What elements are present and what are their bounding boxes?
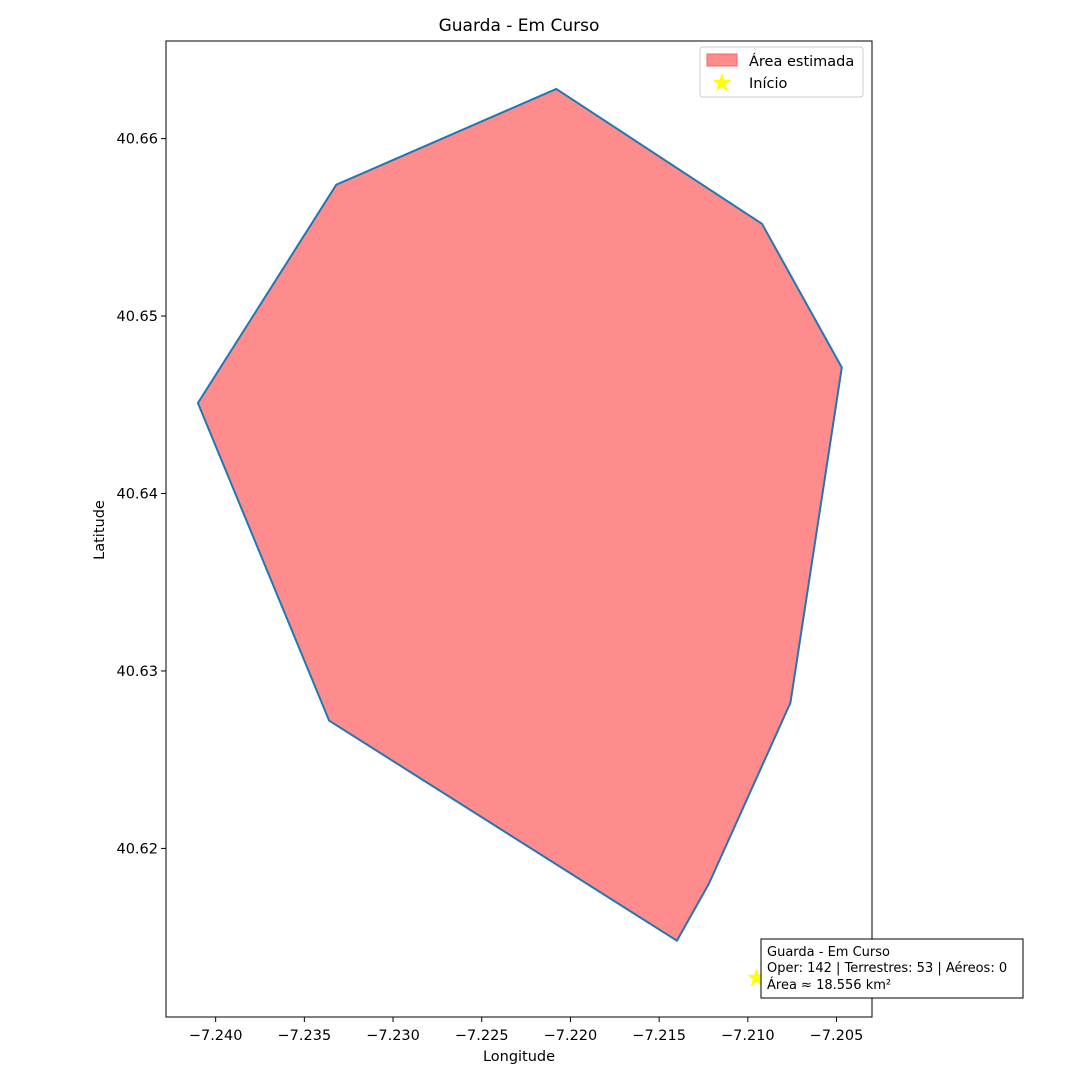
x-tick-label: −7.210 <box>721 1028 775 1044</box>
y-axis-ticks: 40.62 40.63 40.64 40.65 40.66 <box>116 132 166 857</box>
x-tick-label: −7.235 <box>278 1028 332 1044</box>
y-tick-label: 40.63 <box>116 664 158 680</box>
x-tick-label: −7.225 <box>455 1028 509 1044</box>
area-polygon <box>196 87 843 942</box>
chart-title: Guarda - Em Curso <box>439 16 600 36</box>
legend-area-label: Área estimada <box>749 53 854 70</box>
legend: Área estimada Início <box>699 46 864 98</box>
y-tick-label: 40.62 <box>116 841 158 857</box>
info-box-line-1: Guarda - Em Curso <box>767 945 890 960</box>
legend-start-label: Início <box>749 76 787 92</box>
legend-start-star <box>712 73 732 92</box>
info-box-line-2: Oper: 142 | Terrestres: 53 | Aéreos: 0 <box>767 961 1007 976</box>
info-box-line-3: Área ≈ 18.556 km² <box>767 977 891 993</box>
legend-area-swatch <box>706 53 738 67</box>
x-tick-label: −7.220 <box>544 1028 598 1044</box>
x-axis-ticks: −7.240 −7.235 −7.230 −7.225 −7.220 −7.215 −7.2… <box>189 1017 864 1044</box>
start-point-star <box>747 968 767 987</box>
legend-frame <box>699 46 864 98</box>
x-tick-label: −7.205 <box>810 1028 864 1044</box>
plot-area <box>165 40 873 1018</box>
x-tick-label: −7.230 <box>366 1028 420 1044</box>
y-tick-label: 40.64 <box>116 487 158 503</box>
y-axis-title: Latitude <box>92 500 108 560</box>
info-box: Guarda - Em Curso Oper: 142 | Terrestres… <box>760 938 1024 999</box>
y-tick-label: 40.65 <box>116 309 158 325</box>
plot-frame <box>165 40 873 1018</box>
x-axis-title: Longitude <box>483 1049 555 1065</box>
x-tick-label: −7.215 <box>632 1028 686 1044</box>
x-tick-label: −7.240 <box>189 1028 243 1044</box>
y-tick-label: 40.66 <box>116 132 158 148</box>
info-box-frame <box>760 938 1024 999</box>
